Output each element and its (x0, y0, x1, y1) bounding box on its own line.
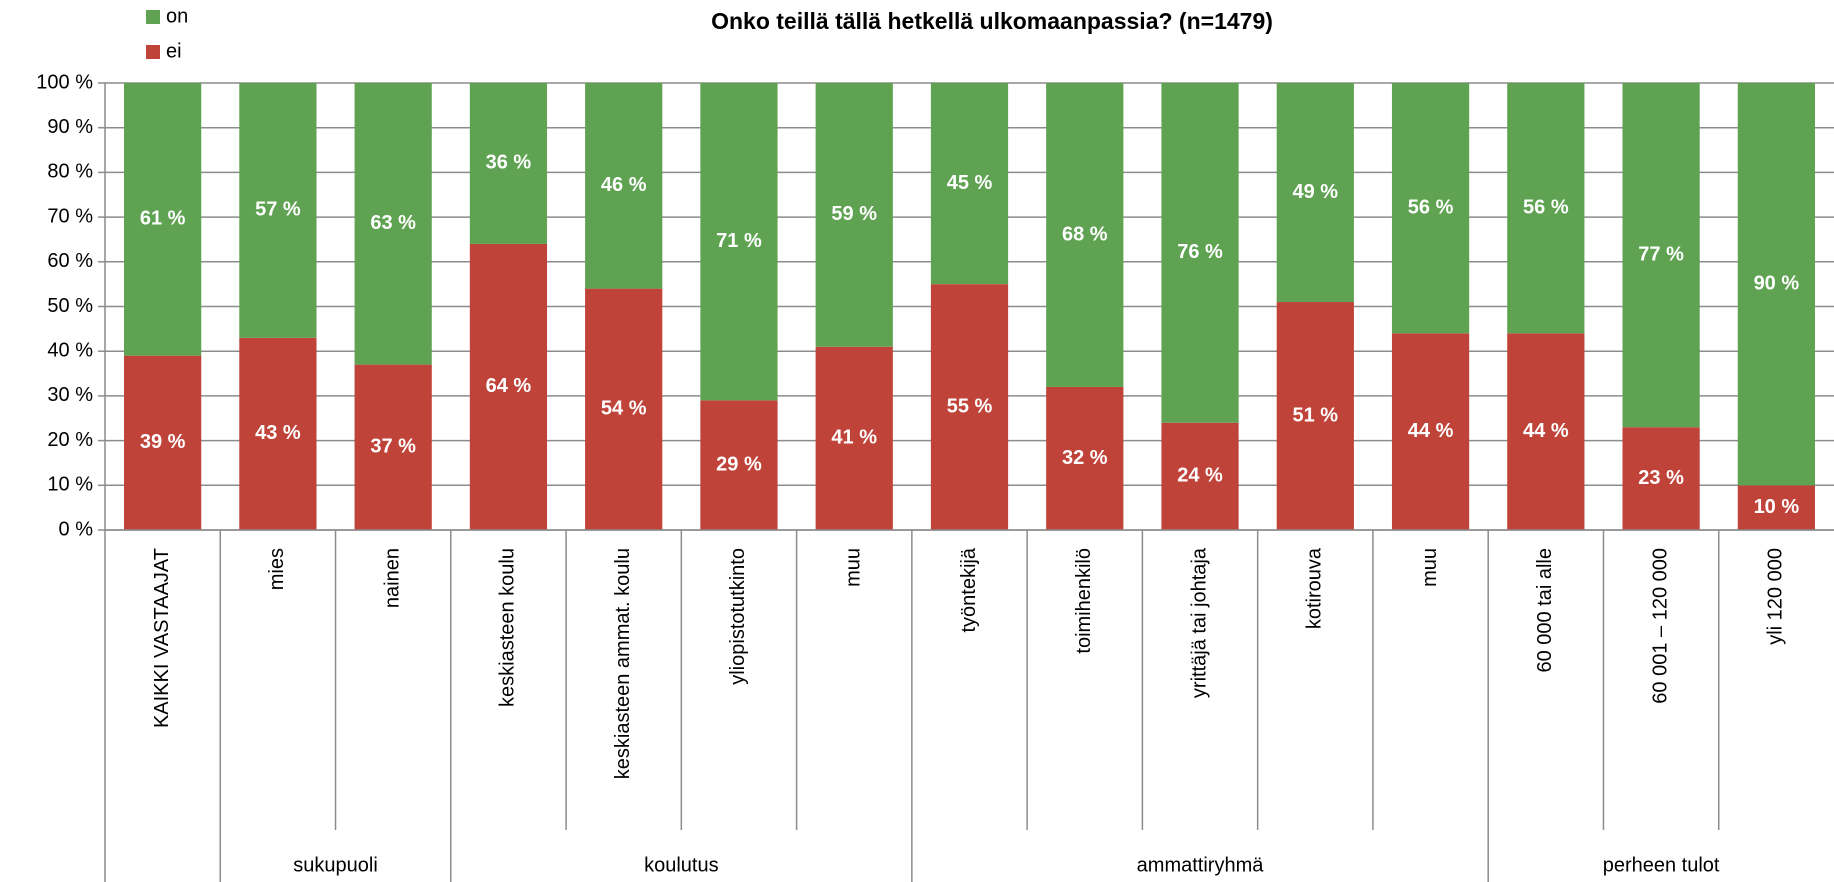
data-label: 68 % (1062, 223, 1108, 245)
data-label: 39 % (140, 431, 186, 453)
bar-segment (1161, 422, 1239, 530)
y-tick-label: 70 % (47, 205, 93, 227)
bar-segment (124, 355, 202, 530)
data-label: 23 % (1638, 467, 1684, 489)
bar-segment (585, 288, 663, 530)
data-label: 49 % (1293, 181, 1339, 203)
bar-segment (354, 364, 432, 530)
data-label: 64 % (486, 375, 532, 397)
bar-segment (1276, 302, 1354, 530)
bar-segment (239, 337, 317, 530)
bar-segment (815, 346, 893, 530)
bar-segment (700, 83, 778, 401)
data-label: 10 % (1754, 496, 1800, 518)
data-label: 55 % (947, 395, 993, 417)
x-tick-label: 60 001 – 120 000 (1649, 548, 1671, 704)
data-label: 44 % (1408, 420, 1454, 442)
x-tick-label: muu (1419, 548, 1441, 587)
data-label: 51 % (1293, 404, 1339, 426)
bar-segment (1622, 427, 1700, 530)
x-tick-label: yli 120 000 (1765, 548, 1787, 645)
bar-segment (1737, 485, 1815, 530)
bar-segment (1046, 83, 1124, 387)
y-tick-label: 20 % (47, 429, 93, 451)
bar-segment (469, 83, 548, 244)
data-label: 71 % (716, 230, 762, 252)
x-tick-label: mies (266, 548, 288, 590)
y-tick-label: 100 % (36, 71, 93, 93)
bar-segment (1391, 333, 1470, 530)
y-tick-label: 10 % (47, 474, 93, 496)
bar-segment (1276, 83, 1354, 303)
data-label: 61 % (140, 208, 186, 230)
legend-label: on (166, 5, 188, 27)
x-tick-label: KAIKKI VASTAAJAT (151, 548, 173, 728)
data-label: 44 % (1523, 420, 1569, 442)
group-label: koulutus (644, 854, 719, 876)
y-tick-label: 80 % (47, 161, 93, 183)
bar-segment (1161, 83, 1239, 423)
bar-segment (815, 83, 893, 347)
x-tick-label: työntekijä (958, 547, 980, 632)
group-label: sukupuoli (293, 854, 378, 876)
bar-segment (930, 284, 1009, 530)
data-label: 56 % (1408, 196, 1454, 218)
data-label: 46 % (601, 174, 647, 196)
x-tick-label: keskiasteen ammat. koulu (612, 548, 634, 779)
bar-segment (930, 83, 1009, 285)
x-tick-label: muu (843, 548, 865, 587)
data-label: 32 % (1062, 447, 1108, 469)
data-label: 57 % (255, 199, 301, 221)
bar-segment (1391, 83, 1470, 334)
bar-segment (1046, 386, 1124, 530)
y-tick-label: 90 % (47, 116, 93, 138)
x-tick-label: 60 000 tai alle (1534, 548, 1556, 673)
bar-segment (700, 400, 778, 530)
data-label: 59 % (831, 203, 877, 225)
bar-segment (585, 83, 663, 289)
bar-segment (1507, 333, 1585, 530)
x-tick-label: yrittäjä tai johtaja (1188, 547, 1210, 698)
legend-swatch (146, 10, 160, 24)
group-label: perheen tulot (1603, 854, 1720, 876)
data-label: 54 % (601, 398, 647, 420)
y-tick-label: 40 % (47, 339, 93, 361)
bar-segment (1507, 83, 1585, 334)
chart-title: Onko teillä tällä hetkellä ulkomaanpassi… (711, 8, 1273, 34)
data-label: 63 % (370, 212, 416, 234)
bar-segment (239, 83, 317, 338)
data-label: 29 % (716, 453, 762, 475)
data-label: 41 % (831, 427, 877, 449)
y-tick-label: 30 % (47, 384, 93, 406)
data-label: 76 % (1177, 241, 1223, 263)
y-tick-label: 50 % (47, 295, 93, 317)
bar-segment (354, 83, 432, 365)
group-label: ammattiryhmä (1137, 854, 1265, 876)
data-label: 45 % (947, 172, 993, 194)
bar-segment (1622, 83, 1700, 428)
data-label: 37 % (370, 436, 416, 458)
y-tick-label: 0 % (59, 518, 94, 540)
bar-segment (124, 83, 202, 356)
data-label: 36 % (486, 152, 532, 174)
bar-segment (469, 243, 548, 531)
data-label: 56 % (1523, 196, 1569, 218)
x-tick-label: kotirouva (1304, 547, 1326, 629)
x-tick-label: keskiasteen koulu (497, 548, 519, 707)
data-label: 77 % (1638, 243, 1684, 265)
data-label: 24 % (1177, 465, 1223, 487)
data-label: 90 % (1754, 272, 1800, 294)
legend-label: ei (166, 40, 182, 62)
legend-swatch (146, 45, 160, 59)
x-tick-label: toimihenkilö (1073, 548, 1095, 654)
x-tick-label: nainen (381, 548, 403, 608)
y-tick-label: 60 % (47, 250, 93, 272)
x-tick-label: yliopistotutkinto (727, 548, 749, 685)
data-label: 43 % (255, 422, 301, 444)
bar-segment (1737, 83, 1815, 486)
